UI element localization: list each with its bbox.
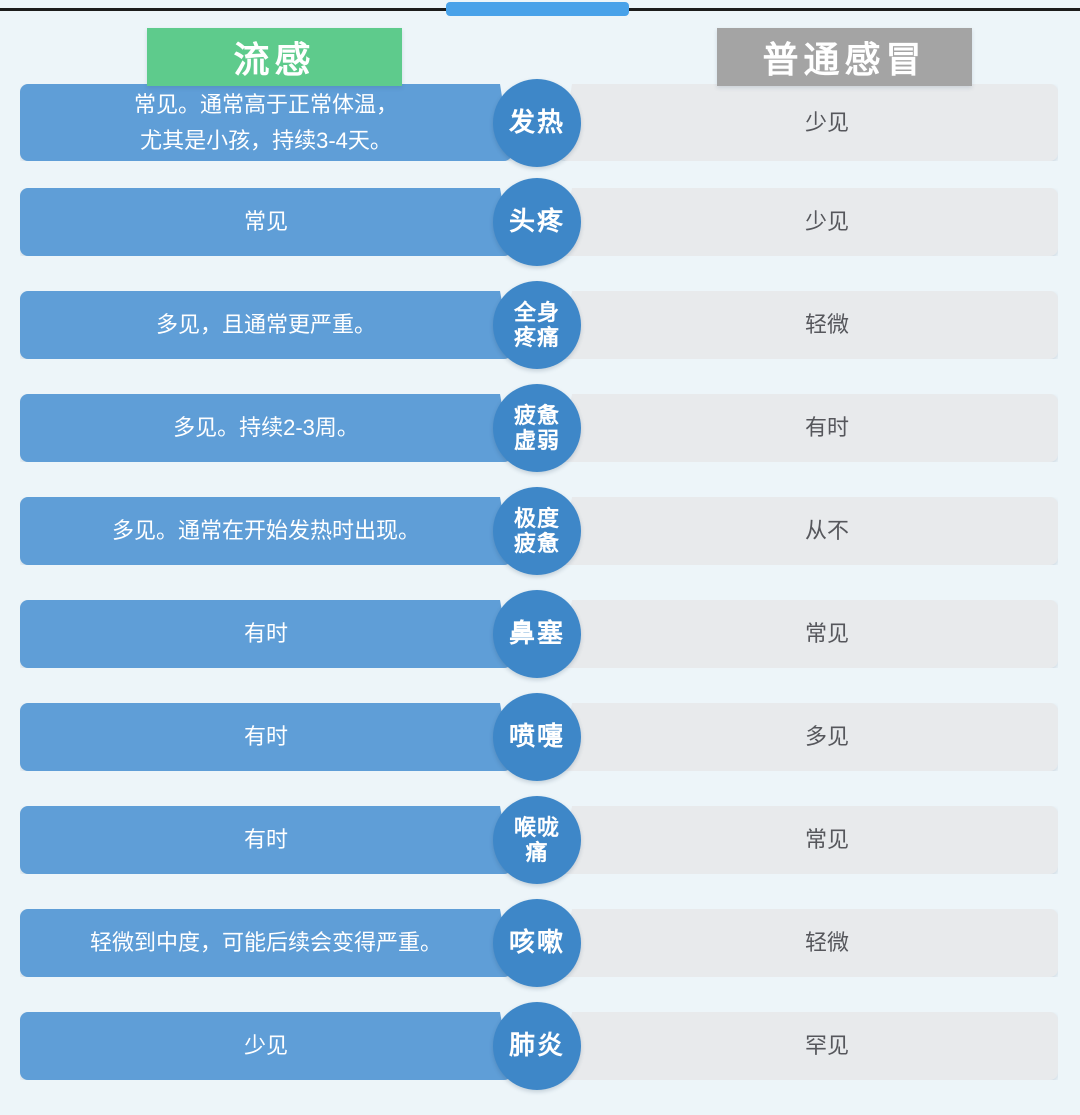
flu-value-bar: 常见。通常高于正常体温， 尤其是小孩，持续3-4天。 xyxy=(20,84,512,161)
symptom-badge-pneumonia: 肺炎 xyxy=(493,1002,581,1090)
cold-value-text: 少见 xyxy=(804,209,849,235)
cold-value-bar: 多见 xyxy=(560,703,1058,771)
symptom-label: 咳嗽 xyxy=(508,927,565,958)
cold-value-text: 从不 xyxy=(804,518,849,544)
symptom-badge-cough: 咳嗽 xyxy=(493,899,581,987)
flu-value-bar: 有时 xyxy=(20,806,512,874)
cold-value-text: 轻微 xyxy=(804,930,849,956)
flu-value-text: 多见。持续2-3周。 xyxy=(173,415,359,441)
symptom-badge-sneezing: 喷嚏 xyxy=(493,693,581,781)
cold-value-text: 罕见 xyxy=(804,1033,849,1059)
comparison-table: 常见。通常高于正常体温， 尤其是小孩，持续3-4天。 少见 发热 常见 少见 头… xyxy=(0,78,1080,1115)
row-headache: 常见 少见 头疼 xyxy=(0,178,1080,266)
flu-value-bar: 轻微到中度，可能后续会变得严重。 xyxy=(20,909,512,977)
cold-value-text: 多见 xyxy=(804,724,849,750)
cold-value-bar: 有时 xyxy=(560,394,1058,462)
flu-column-header-label: 流感 xyxy=(233,39,316,80)
row-stuffy-nose: 有时 常见 鼻塞 xyxy=(0,590,1080,678)
row-extreme-exhaustion: 多见。通常在开始发热时出现。 从不 极度 疲惫 xyxy=(0,487,1080,575)
flu-value-bar: 有时 xyxy=(20,703,512,771)
symptom-badge-sore-throat: 喉咙 痛 xyxy=(493,796,581,884)
cold-value-bar: 轻微 xyxy=(560,909,1058,977)
flu-value-text: 多见。通常在开始发热时出现。 xyxy=(111,518,420,544)
cold-column-header-label: 普通感冒 xyxy=(762,39,927,80)
symptom-badge-fever: 发热 xyxy=(493,78,581,167)
cold-value-bar: 轻微 xyxy=(560,291,1058,359)
flu-value-text: 有时 xyxy=(243,621,288,647)
row-pneumonia: 少见 罕见 肺炎 xyxy=(0,1002,1080,1090)
cold-value-text: 轻微 xyxy=(804,312,849,338)
cold-value-bar: 常见 xyxy=(560,600,1058,668)
symptom-badge-stuffy-nose: 鼻塞 xyxy=(493,590,581,678)
symptom-label: 鼻塞 xyxy=(508,618,565,649)
flu-value-text: 有时 xyxy=(243,827,288,853)
symptom-label: 喉咙 痛 xyxy=(513,814,560,865)
flu-value-bar: 有时 xyxy=(20,600,512,668)
cold-value-bar: 少见 xyxy=(560,188,1058,256)
cold-value-bar: 常见 xyxy=(560,806,1058,874)
symptom-label: 极度 疲惫 xyxy=(513,505,560,556)
cold-value-bar: 从不 xyxy=(560,497,1058,565)
symptom-label: 喷嚏 xyxy=(508,721,565,752)
symptom-label: 疲惫 虚弱 xyxy=(513,402,560,453)
symptom-badge-headache: 头疼 xyxy=(493,178,581,266)
top-accent-bar xyxy=(446,2,629,16)
flu-value-text: 轻微到中度，可能后续会变得严重。 xyxy=(89,930,442,956)
symptom-label: 肺炎 xyxy=(508,1030,565,1061)
flu-value-text: 多见，且通常更严重。 xyxy=(155,312,376,338)
cold-value-text: 少见 xyxy=(804,109,849,135)
symptom-badge-fatigue-weakness: 疲惫 虚弱 xyxy=(493,384,581,472)
flu-value-bar: 少见 xyxy=(20,1012,512,1080)
symptom-label: 全身 疼痛 xyxy=(513,299,560,350)
cold-column-header: 普通感冒 xyxy=(717,28,972,86)
row-sore-throat: 有时 常见 喉咙 痛 xyxy=(0,796,1080,884)
flu-column-header: 流感 xyxy=(147,28,402,86)
row-fever: 常见。通常高于正常体温， 尤其是小孩，持续3-4天。 少见 发热 xyxy=(0,78,1080,167)
flu-value-text: 常见 xyxy=(243,209,288,235)
flu-value-text: 常见。通常高于正常体温， 尤其是小孩，持续3-4天。 xyxy=(133,92,398,153)
cold-value-bar: 少见 xyxy=(560,84,1058,161)
flu-value-bar: 多见。持续2-3周。 xyxy=(20,394,512,462)
flu-value-bar: 多见，且通常更严重。 xyxy=(20,291,512,359)
flu-value-bar: 多见。通常在开始发热时出现。 xyxy=(20,497,512,565)
flu-value-bar: 常见 xyxy=(20,188,512,256)
cold-value-text: 常见 xyxy=(804,621,849,647)
flu-value-text: 有时 xyxy=(243,724,288,750)
symptom-badge-extreme-exhaustion: 极度 疲惫 xyxy=(493,487,581,575)
symptom-badge-body-aches: 全身 疼痛 xyxy=(493,281,581,369)
cold-value-text: 常见 xyxy=(804,827,849,853)
cold-value-text: 有时 xyxy=(804,415,849,441)
flu-value-text: 少见 xyxy=(243,1033,288,1059)
row-fatigue-weakness: 多见。持续2-3周。 有时 疲惫 虚弱 xyxy=(0,384,1080,472)
cold-value-bar: 罕见 xyxy=(560,1012,1058,1080)
row-sneezing: 有时 多见 喷嚏 xyxy=(0,693,1080,781)
symptom-label: 头疼 xyxy=(508,206,565,237)
symptom-label: 发热 xyxy=(508,106,565,137)
row-cough: 轻微到中度，可能后续会变得严重。 轻微 咳嗽 xyxy=(0,899,1080,987)
row-body-aches: 多见，且通常更严重。 轻微 全身 疼痛 xyxy=(0,281,1080,369)
